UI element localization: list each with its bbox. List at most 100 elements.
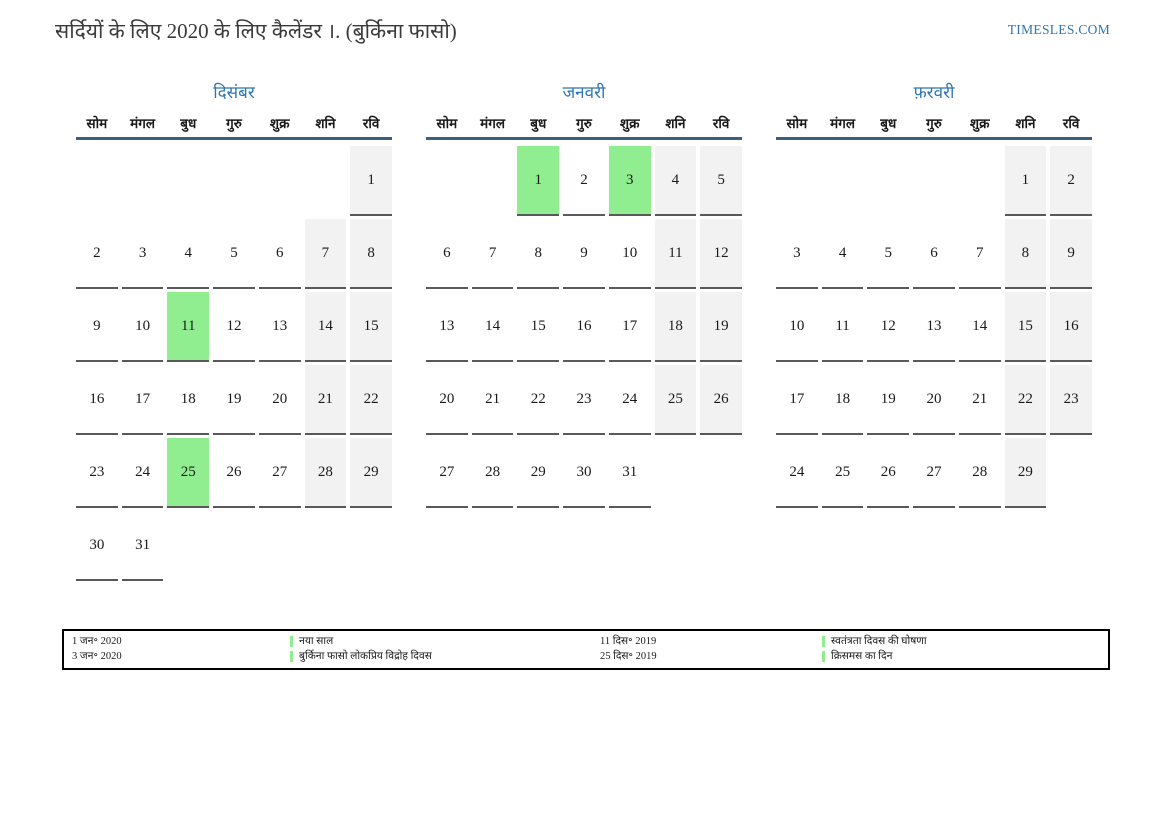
holiday-day-cell: 1: [517, 146, 560, 216]
weekday-label: शुक्र: [269, 116, 290, 131]
day-cell: 6: [426, 219, 468, 289]
empty-cell: [472, 511, 514, 581]
empty-cell: [1050, 511, 1092, 581]
month-1: दिसंबर सोम मंगल बुध गुरु शुक्र शनि रवि 1 2 3 4 5 6 7 8 9…: [76, 82, 392, 581]
day-cell: 19: [213, 365, 255, 435]
day-cell: 9: [1050, 219, 1092, 289]
empty-cell: [959, 511, 1001, 581]
holiday-day-cell: 25: [167, 438, 210, 508]
empty-cell: [167, 146, 209, 216]
holiday-marker-icon: [822, 636, 825, 647]
day-cell: 21: [304, 365, 347, 435]
empty-cell: [700, 511, 742, 581]
day-cell: 9: [76, 292, 118, 362]
day-cell: 5: [700, 146, 742, 216]
empty-cell: [700, 438, 742, 508]
day-cell: 15: [1004, 292, 1047, 362]
day-cell: 6: [258, 219, 301, 289]
holiday-marker-icon: [290, 636, 293, 647]
empty-cell: [822, 511, 864, 581]
empty-cell: [259, 511, 301, 581]
day-cell: 24: [121, 438, 164, 508]
day-cell: 13: [258, 292, 301, 362]
month-title: जनवरी: [562, 83, 606, 102]
day-cell: 4: [654, 146, 697, 216]
day-cell: 14: [958, 292, 1001, 362]
weekday-label: सोम: [786, 116, 808, 131]
site-link[interactable]: TIMESLES.COM: [1007, 22, 1110, 37]
weekday-label: रवि: [362, 116, 380, 131]
day-cell: 31: [121, 511, 164, 581]
day-grid: 1 2 3 4 5 6 7 8 9 10 11 12 13 14 15 16 17 18 19 20 21 22 23 24 2…: [426, 146, 742, 581]
day-cell: 19: [867, 365, 910, 435]
holiday-marker-icon: [822, 651, 825, 662]
day-cell: 22: [1004, 365, 1047, 435]
empty-cell: [1050, 438, 1092, 508]
empty-cell: [472, 146, 514, 216]
empty-cell: [122, 146, 164, 216]
day-cell: 6: [913, 219, 955, 289]
legend-date: 11 दिस॰ 2019: [600, 636, 657, 647]
day-cell: 29: [1004, 438, 1047, 508]
day-cell: 9: [563, 219, 605, 289]
weekday-label: रवि: [712, 116, 730, 131]
day-cell: 31: [608, 438, 651, 508]
weekday-header-row: सोम मंगल बुध गुरु शुक्र शनि रवि: [76, 115, 392, 140]
legend-date: 25 दिस॰ 2019: [600, 651, 657, 662]
empty-cell: [563, 511, 605, 581]
day-cell: 2: [1050, 146, 1092, 216]
day-cell: 23: [1050, 365, 1092, 435]
weekday-label: मंगल: [830, 116, 855, 131]
legend-entry: क्रिसमस का दिन: [822, 650, 1100, 663]
day-cell: 3: [121, 219, 164, 289]
month-title: दिसंबर: [213, 83, 255, 102]
legend-holiday-name: क्रिसमस का दिन: [831, 651, 893, 662]
empty-cell: [609, 511, 651, 581]
holiday-legend: 1 जन॰ 2020 नया साल 11 दिस॰ 2019 स्वतंत्रता …: [62, 629, 1110, 670]
day-cell: 10: [776, 292, 818, 362]
day-cell: 17: [121, 365, 164, 435]
day-cell: 21: [471, 365, 514, 435]
weekday-label: गुरु: [926, 116, 942, 131]
day-cell: 10: [608, 219, 651, 289]
empty-cell: [959, 146, 1001, 216]
empty-cell: [776, 146, 818, 216]
month-3: फ़रवरी सोम मंगल बुध गुरु शुक्र शनि रवि 1 2 3 4 5 6 7 8 9…: [776, 82, 1092, 581]
day-cell: 20: [913, 365, 955, 435]
weekday-label: गुरु: [226, 116, 242, 131]
day-cell: 27: [913, 438, 955, 508]
day-cell: 25: [654, 365, 697, 435]
day-cell: 30: [76, 511, 118, 581]
weekday-label: शुक्र: [619, 116, 640, 131]
day-cell: 24: [776, 438, 818, 508]
day-cell: 12: [867, 292, 910, 362]
day-cell: 2: [76, 219, 118, 289]
day-cell: 29: [350, 438, 392, 508]
day-cell: 3: [776, 219, 818, 289]
legend-holiday-name: बुर्किना फासो लोकप्रिय विद्रोह दिवस: [299, 651, 432, 662]
day-cell: 15: [517, 292, 560, 362]
weekday-label: बुध: [530, 116, 547, 131]
page-title: सर्दियों के लिए 2020 के लिए कैलेंडर ।. (…: [55, 19, 457, 43]
holiday-day-cell: 11: [167, 292, 210, 362]
day-cell: 17: [776, 365, 818, 435]
empty-cell: [822, 146, 864, 216]
day-cell: 30: [563, 438, 605, 508]
holiday-day-cell: 3: [608, 146, 651, 216]
empty-cell: [867, 511, 909, 581]
day-cell: 7: [304, 219, 347, 289]
legend-date: 1 जन॰ 2020: [72, 636, 122, 647]
day-cell: 1: [350, 146, 392, 216]
legend-entry: बुर्किना फासो लोकप्रिय विद्रोह दिवस: [290, 650, 600, 663]
day-cell: 21: [958, 365, 1001, 435]
day-cell: 13: [913, 292, 955, 362]
day-cell: 18: [654, 292, 697, 362]
day-cell: 14: [471, 292, 514, 362]
weekday-label: बुध: [180, 116, 197, 131]
legend-holiday-name: स्वतंत्रता दिवस की घोषणा: [831, 636, 927, 647]
holiday-marker-icon: [290, 651, 293, 662]
weekday-label: मंगल: [480, 116, 505, 131]
day-cell: 20: [258, 365, 301, 435]
empty-cell: [167, 511, 209, 581]
day-cell: 5: [867, 219, 910, 289]
